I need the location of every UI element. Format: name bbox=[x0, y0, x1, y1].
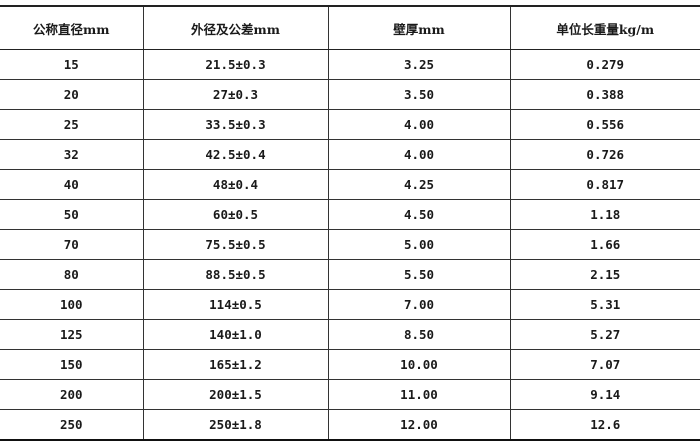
cell-wall-thickness: 5.00 bbox=[327, 229, 510, 260]
cell-outer-diameter: 21.5±0.3 bbox=[142, 49, 328, 80]
cell-outer-diameter: 48±0.4 bbox=[142, 169, 328, 200]
cell-wall-thickness: 4.25 bbox=[327, 169, 510, 200]
cell-wall-thickness: 12.00 bbox=[327, 409, 510, 441]
cell-unit-weight: 0.726 bbox=[509, 139, 700, 170]
header-wall-thickness: 壁厚mm bbox=[327, 5, 510, 50]
cell-unit-weight: 1.66 bbox=[509, 229, 700, 260]
table-row: 20 27±0.3 3.50 0.388 bbox=[0, 79, 700, 110]
cell-wall-thickness: 5.50 bbox=[327, 259, 510, 290]
header-unit-weight: 单位长重量kg/m bbox=[509, 5, 700, 50]
cell-outer-diameter: 88.5±0.5 bbox=[142, 259, 328, 290]
cell-unit-weight: 0.556 bbox=[509, 109, 700, 140]
cell-outer-diameter: 60±0.5 bbox=[142, 199, 328, 230]
cell-unit-weight: 1.18 bbox=[509, 199, 700, 230]
cell-nominal-diameter: 15 bbox=[0, 49, 143, 80]
cell-unit-weight: 5.31 bbox=[509, 289, 700, 320]
cell-nominal-diameter: 150 bbox=[0, 349, 143, 380]
cell-outer-diameter: 114±0.5 bbox=[142, 289, 328, 320]
table-row: 70 75.5±0.5 5.00 1.66 bbox=[0, 229, 700, 260]
cell-unit-weight: 2.15 bbox=[509, 259, 700, 290]
cell-outer-diameter: 140±1.0 bbox=[142, 319, 328, 350]
cell-unit-weight: 0.817 bbox=[509, 169, 700, 200]
cell-outer-diameter: 75.5±0.5 bbox=[142, 229, 328, 260]
cell-wall-thickness: 4.00 bbox=[327, 139, 510, 170]
cell-nominal-diameter: 80 bbox=[0, 259, 143, 290]
cell-wall-thickness: 10.00 bbox=[327, 349, 510, 380]
cell-unit-weight: 7.07 bbox=[509, 349, 700, 380]
header-row: 公称直径mm 外径及公差mm 壁厚mm 单位长重量kg/m bbox=[0, 5, 700, 50]
cell-wall-thickness: 4.50 bbox=[327, 199, 510, 230]
cell-wall-thickness: 3.50 bbox=[327, 79, 510, 110]
header-outer-diameter: 外径及公差mm bbox=[142, 5, 328, 50]
cell-nominal-diameter: 20 bbox=[0, 79, 143, 110]
cell-outer-diameter: 200±1.5 bbox=[142, 379, 328, 410]
table-row: 250 250±1.8 12.00 12.6 bbox=[0, 409, 700, 441]
table-body: 15 21.5±0.3 3.25 0.279 20 27±0.3 3.50 0.388 25 33… bbox=[0, 49, 700, 441]
cell-nominal-diameter: 32 bbox=[0, 139, 143, 170]
cell-wall-thickness: 4.00 bbox=[327, 109, 510, 140]
cell-wall-thickness: 7.00 bbox=[327, 289, 510, 320]
table-row: 32 42.5±0.4 4.00 0.726 bbox=[0, 139, 700, 170]
table-row: 150 165±1.2 10.00 7.07 bbox=[0, 349, 700, 380]
table-row: 200 200±1.5 11.00 9.14 bbox=[0, 379, 700, 410]
cell-nominal-diameter: 70 bbox=[0, 229, 143, 260]
cell-unit-weight: 12.6 bbox=[509, 409, 700, 441]
cell-outer-diameter: 165±1.2 bbox=[142, 349, 328, 380]
table-row: 100 114±0.5 7.00 5.31 bbox=[0, 289, 700, 320]
pipe-spec-table: 公称直径mm 外径及公差mm 壁厚mm 单位长重量kg/m 15 21.5±0.3… bbox=[0, 5, 700, 441]
cell-nominal-diameter: 100 bbox=[0, 289, 143, 320]
cell-nominal-diameter: 40 bbox=[0, 169, 143, 200]
table-row: 125 140±1.0 8.50 5.27 bbox=[0, 319, 700, 350]
cell-outer-diameter: 27±0.3 bbox=[142, 79, 328, 110]
cell-nominal-diameter: 25 bbox=[0, 109, 143, 140]
table-row: 80 88.5±0.5 5.50 2.15 bbox=[0, 259, 700, 290]
cell-unit-weight: 5.27 bbox=[509, 319, 700, 350]
cell-nominal-diameter: 200 bbox=[0, 379, 143, 410]
cell-outer-diameter: 250±1.8 bbox=[142, 409, 328, 441]
cell-nominal-diameter: 50 bbox=[0, 199, 143, 230]
cell-nominal-diameter: 250 bbox=[0, 409, 143, 441]
cell-wall-thickness: 3.25 bbox=[327, 49, 510, 80]
header-nominal-diameter: 公称直径mm bbox=[0, 5, 143, 50]
table-row: 15 21.5±0.3 3.25 0.279 bbox=[0, 49, 700, 80]
table-row: 40 48±0.4 4.25 0.817 bbox=[0, 169, 700, 200]
cell-wall-thickness: 8.50 bbox=[327, 319, 510, 350]
cell-wall-thickness: 11.00 bbox=[327, 379, 510, 410]
cell-unit-weight: 0.279 bbox=[509, 49, 700, 80]
table-row: 25 33.5±0.3 4.00 0.556 bbox=[0, 109, 700, 140]
cell-unit-weight: 0.388 bbox=[509, 79, 700, 110]
cell-outer-diameter: 33.5±0.3 bbox=[142, 109, 328, 140]
table-row: 50 60±0.5 4.50 1.18 bbox=[0, 199, 700, 230]
cell-outer-diameter: 42.5±0.4 bbox=[142, 139, 328, 170]
cell-nominal-diameter: 125 bbox=[0, 319, 143, 350]
cell-unit-weight: 9.14 bbox=[509, 379, 700, 410]
